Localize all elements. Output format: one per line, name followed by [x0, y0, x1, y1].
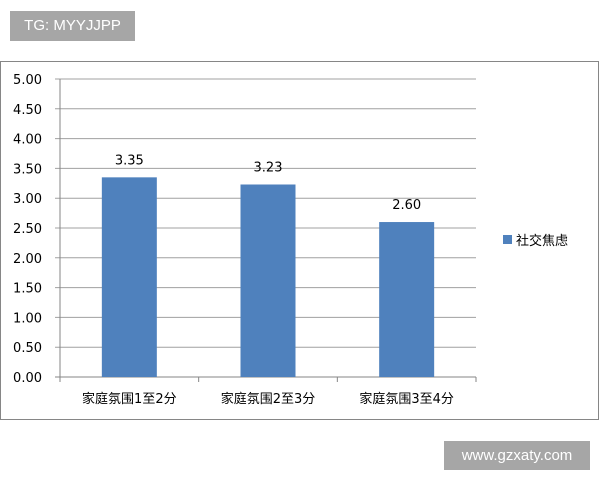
x-category-label: 家庭氛围1至2分	[82, 391, 177, 407]
bar	[379, 222, 435, 377]
y-tick-label: 2.00	[13, 252, 42, 267]
y-tick-label: 3.50	[13, 162, 42, 177]
data-label: 3.23	[254, 160, 283, 175]
y-tick-label: 2.50	[13, 222, 42, 237]
y-tick-label: 4.00	[13, 133, 42, 148]
legend-swatch	[503, 235, 512, 244]
y-tick-label: 0.00	[13, 371, 42, 386]
y-tick-label: 4.50	[13, 103, 42, 118]
y-tick-label: 5.00	[13, 73, 42, 88]
watermark-top: TG: MYYJJPP	[10, 11, 135, 41]
y-tick-label: 1.00	[13, 311, 42, 326]
legend-label: 社交焦虑	[516, 233, 568, 249]
bar	[240, 184, 296, 377]
data-label: 2.60	[392, 198, 421, 213]
x-category-label: 家庭氛围3至4分	[359, 391, 454, 407]
y-tick-label: 0.50	[13, 341, 42, 356]
chart-frame	[0, 61, 599, 420]
bar	[101, 177, 157, 377]
y-tick-label: 3.00	[13, 192, 42, 207]
data-label: 3.35	[115, 153, 144, 168]
x-category-label: 家庭氛围2至3分	[221, 391, 316, 407]
y-tick-label: 1.50	[13, 282, 42, 297]
watermark-bottom: www.gzxaty.com	[444, 441, 590, 470]
